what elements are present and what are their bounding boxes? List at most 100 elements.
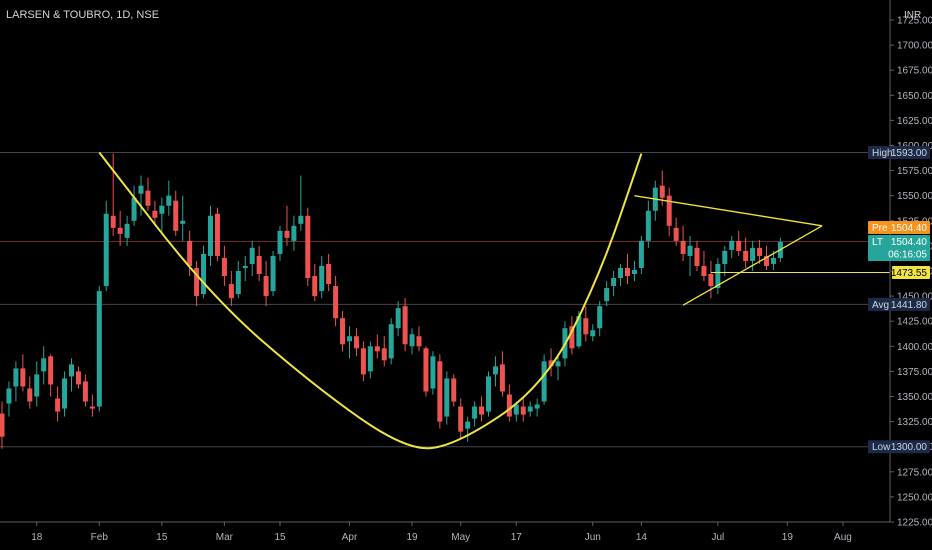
time-axis[interactable]: 18 Feb 15 Mar 15 Apr 19 May 17 Jun 14 Jul 19 Aug — [31, 522, 852, 543]
cup-curve — [98, 151, 643, 450]
y-tick-label: 1550.00 — [897, 191, 932, 202]
candle-body — [583, 318, 589, 335]
candle-body — [492, 366, 498, 375]
candle-body — [729, 240, 735, 250]
x-tick-label: Aug — [834, 532, 852, 543]
price-tag-badge — [892, 265, 930, 279]
countdown-timer: 06:16:05 — [888, 249, 927, 260]
candle-body — [743, 250, 749, 261]
candle-body — [312, 276, 318, 297]
symbol-title: LARSEN & TOUBRO, 1D, NSE — [6, 9, 159, 21]
candle-body — [249, 247, 255, 264]
candle-body — [208, 215, 213, 256]
price-tag-value: 1593.00 — [891, 148, 928, 159]
candle-body — [722, 250, 728, 264]
candle-body — [69, 364, 74, 377]
candle-body — [145, 190, 151, 206]
candle-body — [506, 394, 512, 417]
x-tick-label: 19 — [782, 532, 794, 543]
x-tick-label: 14 — [636, 532, 648, 543]
candle-body — [103, 213, 109, 287]
candle-body — [360, 348, 366, 375]
price-tag-value: 1473.55 — [891, 268, 928, 279]
candle-body — [305, 215, 311, 279]
candle-body — [430, 356, 436, 389]
currency-label: INR — [904, 10, 921, 21]
y-tick-label: 1400.00 — [897, 342, 932, 353]
x-tick-label: 17 — [511, 532, 523, 543]
candle-body — [110, 215, 116, 228]
candle-body — [48, 356, 54, 385]
candle-body — [673, 227, 679, 241]
candle-body — [381, 348, 387, 361]
candle-body — [82, 381, 88, 402]
price-tag-badge — [868, 297, 930, 311]
candle-body — [131, 197, 137, 221]
candle-body — [631, 269, 637, 275]
candle-body — [597, 306, 603, 329]
candle-body — [173, 200, 179, 231]
y-tick-label: 1575.00 — [897, 166, 932, 177]
x-tick-label: May — [451, 532, 470, 543]
candle-body — [534, 404, 540, 409]
candle-body — [757, 247, 763, 256]
candle-body — [402, 306, 408, 345]
candle-body — [353, 336, 359, 349]
candle-body — [62, 378, 68, 409]
candle-body — [55, 398, 61, 412]
candle-body — [180, 220, 186, 224]
y-tick-label: 1325.00 — [897, 417, 932, 428]
price-tag-value: 1504.40 — [891, 237, 928, 248]
candle-body — [666, 195, 672, 226]
x-tick-label: 18 — [31, 532, 43, 543]
price-tag-value: 1504.40 — [891, 223, 928, 234]
pattern-drawings — [98, 151, 890, 450]
candle-body — [277, 230, 283, 254]
x-tick-label: Feb — [91, 532, 109, 543]
candle-body — [242, 265, 248, 268]
candle-body — [590, 330, 596, 337]
candle-body — [576, 316, 582, 347]
y-tick-label: 1725.00 — [897, 16, 932, 27]
price-tag-value: 1300.00 — [891, 442, 928, 453]
y-tick-label: 1425.00 — [897, 317, 932, 328]
candle-body — [409, 334, 415, 347]
candle-body — [214, 213, 220, 256]
candle-body — [367, 346, 373, 372]
x-tick-label: 15 — [156, 532, 168, 543]
candle-body — [221, 257, 227, 277]
price-tag-label: High — [872, 148, 893, 159]
candle-body — [6, 388, 12, 404]
candle-body — [715, 263, 721, 289]
x-tick-label: Jun — [585, 532, 601, 543]
candle-body — [333, 286, 339, 319]
candle-body — [611, 278, 617, 287]
candle-body — [159, 205, 165, 214]
candle-body — [326, 263, 332, 285]
candle-body — [604, 288, 610, 302]
candle-body — [451, 378, 457, 402]
y-tick-label: 1675.00 — [897, 66, 932, 77]
price-tag-label: Pre — [872, 223, 888, 234]
reference-lines — [0, 152, 890, 448]
x-tick-label: Apr — [342, 532, 358, 543]
triangle-lower-line — [682, 225, 823, 306]
candle-body — [645, 210, 651, 241]
y-tick-label: 1700.00 — [897, 41, 932, 52]
candle-body — [638, 240, 644, 268]
price-tag-label: Low — [872, 442, 891, 453]
candle-body — [41, 358, 47, 372]
y-tick-label: 1350.00 — [897, 392, 932, 403]
candle-body — [444, 378, 450, 417]
candle-body — [618, 267, 624, 279]
candle-body — [117, 227, 123, 234]
y-tick-label: 1225.00 — [897, 518, 932, 529]
candle-body — [152, 210, 158, 218]
candle-body — [256, 255, 262, 275]
candle-body — [472, 406, 478, 419]
candle-body — [340, 318, 346, 345]
candle-body — [263, 276, 269, 297]
candle-body — [680, 240, 686, 254]
